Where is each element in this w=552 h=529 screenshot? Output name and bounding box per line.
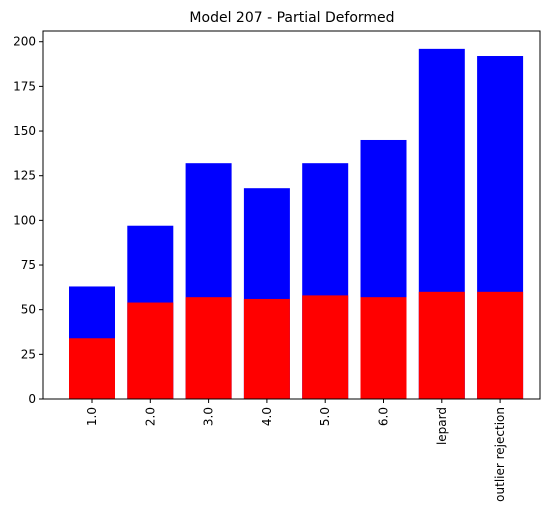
- x-tick-label: 5.0: [318, 407, 332, 426]
- bar-series1-7: [477, 291, 524, 399]
- bar-series1-3: [243, 298, 290, 399]
- bar-series1-2: [185, 297, 232, 399]
- y-tick-label: 50: [21, 303, 36, 317]
- y-tick-label: 150: [13, 124, 36, 138]
- x-tick-label: lepard: [435, 407, 449, 445]
- x-tick-label: 1.0: [85, 407, 99, 426]
- y-tick-label: 25: [21, 347, 36, 361]
- x-tick-label: outlier rejection: [493, 407, 507, 502]
- y-tick-label: 0: [28, 392, 36, 406]
- y-tick-label: 125: [13, 169, 36, 183]
- plot-frame: [42, 30, 541, 400]
- y-tick-label: 175: [13, 79, 36, 93]
- x-tick-label: 6.0: [377, 407, 391, 426]
- y-axis: 0 25 50 75 100 125 150 175 200: [13, 35, 43, 406]
- bar-series1-1: [127, 302, 174, 399]
- bars-group: [69, 48, 524, 400]
- x-axis: 1.0 2.0 3.0 4.0 5.0 6.0 lepard outlier rejectio…: [85, 399, 507, 502]
- x-tick-label: 2.0: [143, 407, 157, 426]
- y-tick-label: 100: [13, 213, 36, 227]
- y-tick-label: 75: [21, 258, 36, 272]
- y-tick-label: 200: [13, 35, 36, 49]
- bar-series1-6: [418, 291, 465, 399]
- x-tick-label: 4.0: [260, 407, 274, 426]
- bar-series1-0: [69, 338, 115, 399]
- bar-series1-5: [360, 297, 407, 399]
- x-tick-label: 3.0: [202, 407, 216, 426]
- chart-title: Model 207 - Partial Deformed: [189, 10, 394, 26]
- bar-series1-4: [302, 295, 349, 399]
